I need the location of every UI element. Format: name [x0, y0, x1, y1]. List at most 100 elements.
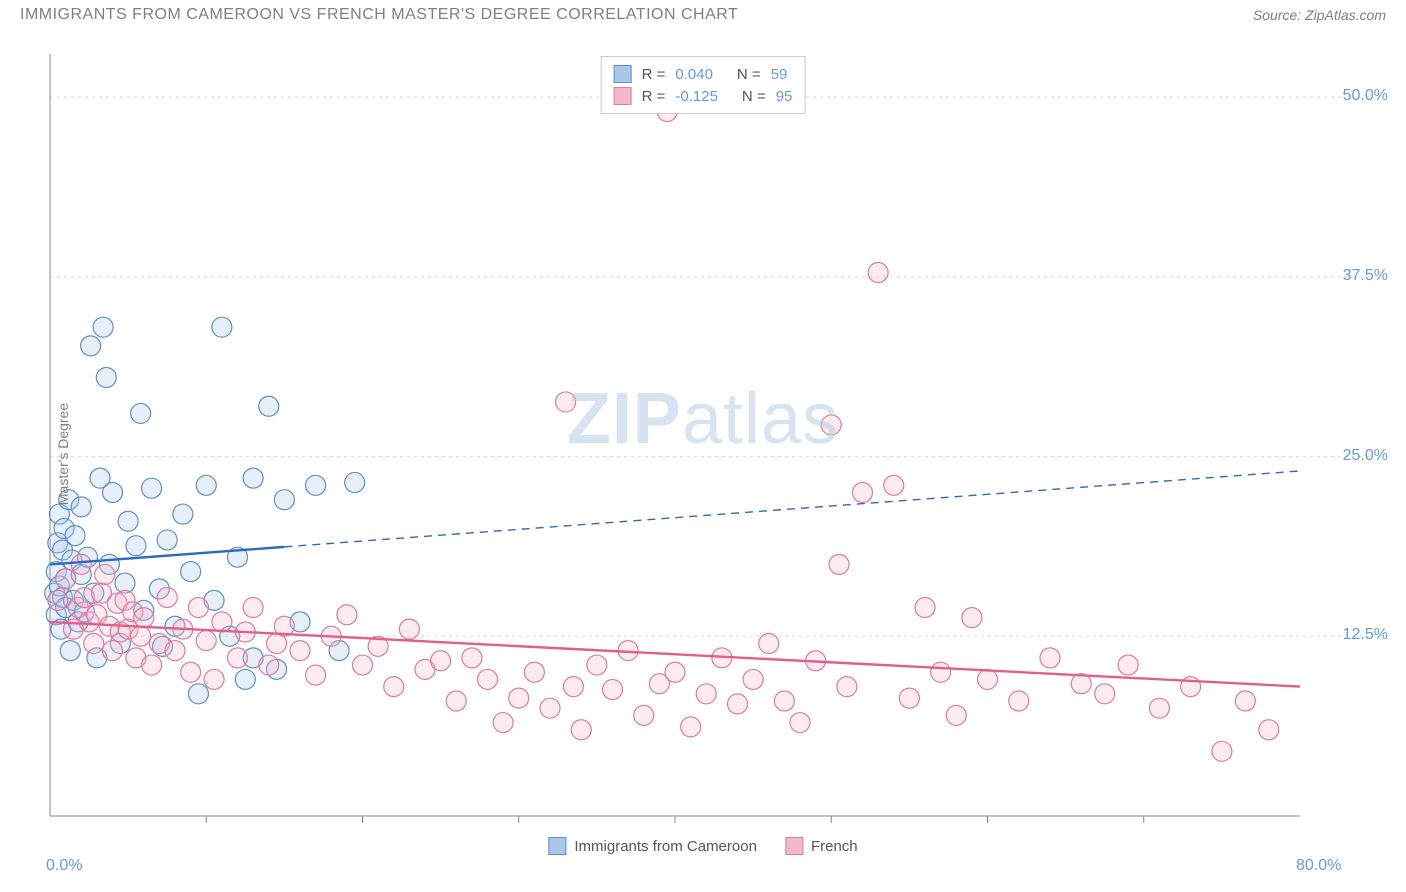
scatter-point: [259, 396, 279, 416]
scatter-point: [306, 475, 326, 495]
scatter-point: [978, 669, 998, 689]
scatter-point: [665, 662, 685, 682]
scatter-point: [743, 669, 763, 689]
legend-series-label: Immigrants from Cameroon: [574, 838, 757, 855]
scatter-point: [165, 641, 185, 661]
scatter-point: [884, 475, 904, 495]
scatter-point: [899, 688, 919, 708]
legend-series-item: Immigrants from Cameroon: [548, 837, 757, 855]
y-tick-label: 37.5%: [1343, 267, 1388, 285]
scatter-point: [204, 669, 224, 689]
scatter-point: [821, 415, 841, 435]
scatter-point: [96, 367, 116, 387]
legend-swatch: [785, 837, 803, 855]
scatter-point: [60, 641, 80, 661]
scatter-point: [446, 691, 466, 711]
chart-container: Master's Degree ZIPatlas R = 0.040N = 59…: [0, 26, 1406, 881]
scatter-point: [587, 655, 607, 675]
legend-correlation-row: R = -0.125N = 95: [614, 85, 793, 107]
scatter-point: [462, 648, 482, 668]
scatter-point: [93, 317, 113, 337]
scatter-point: [728, 694, 748, 714]
scatter-point: [228, 648, 248, 668]
scatter-point: [509, 688, 529, 708]
legend-swatch: [614, 65, 632, 83]
chart-source: Source: ZipAtlas.com: [1253, 7, 1386, 23]
scatter-point: [829, 554, 849, 574]
scatter-point: [790, 713, 810, 733]
legend-r-value: -0.125: [675, 88, 718, 105]
legend-series: Immigrants from Cameroon French: [548, 837, 857, 855]
chart-title: IMMIGRANTS FROM CAMEROON VS FRENCH MASTE…: [20, 6, 738, 24]
scatter-point: [759, 633, 779, 653]
scatter-point: [540, 698, 560, 718]
scatter-point: [71, 554, 91, 574]
legend-n-label: N =: [742, 88, 766, 105]
scatter-point: [1259, 720, 1279, 740]
legend-n-value: 95: [776, 88, 793, 105]
scatter-point: [478, 669, 498, 689]
scatter-point: [1040, 648, 1060, 668]
scatter-point: [431, 651, 451, 671]
legend-series-label: French: [811, 838, 858, 855]
scatter-point: [1095, 684, 1115, 704]
scatter-point: [188, 684, 208, 704]
scatter-point: [524, 662, 544, 682]
scatter-point: [290, 641, 310, 661]
scatter-point: [946, 705, 966, 725]
scatter-point: [1149, 698, 1169, 718]
scatter-point: [603, 679, 623, 699]
scatter-point: [931, 662, 951, 682]
scatter-point: [868, 263, 888, 283]
scatter-point: [399, 619, 419, 639]
scatter-point: [837, 677, 857, 697]
scatter-point: [103, 641, 123, 661]
scatter-point: [196, 631, 216, 651]
scatter-point: [556, 392, 576, 412]
legend-r-label: R =: [642, 66, 666, 83]
scatter-point: [142, 655, 162, 675]
scatter-point: [571, 720, 591, 740]
legend-swatch: [614, 87, 632, 105]
scatter-point: [173, 504, 193, 524]
scatter-point: [563, 677, 583, 697]
scatter-point: [274, 490, 294, 510]
scatter-point: [337, 605, 357, 625]
scatter-point: [181, 562, 201, 582]
scatter-point: [696, 684, 716, 704]
scatter-point: [157, 530, 177, 550]
scatter-point: [118, 511, 138, 531]
legend-n-value: 59: [771, 66, 788, 83]
scatter-point: [306, 665, 326, 685]
scatter-point: [681, 717, 701, 737]
y-tick-label: 12.5%: [1343, 626, 1388, 644]
scatter-plot-svg: [0, 26, 1406, 881]
y-axis-label: Master's Degree: [55, 402, 71, 504]
trend-line-extrapolated: [284, 471, 1300, 547]
scatter-point: [65, 526, 85, 546]
y-tick-label: 50.0%: [1343, 87, 1388, 105]
scatter-point: [259, 655, 279, 675]
legend-correlation-box: R = 0.040N = 59R = -0.125 N = 95: [601, 56, 806, 114]
scatter-point: [243, 598, 263, 618]
scatter-point: [243, 468, 263, 488]
scatter-point: [962, 608, 982, 628]
scatter-point: [134, 608, 154, 628]
scatter-point: [634, 705, 654, 725]
scatter-point: [235, 669, 255, 689]
legend-r-value: 0.040: [675, 66, 713, 83]
scatter-point: [71, 497, 91, 517]
chart-header: IMMIGRANTS FROM CAMEROON VS FRENCH MASTE…: [0, 0, 1406, 26]
scatter-point: [157, 587, 177, 607]
legend-correlation-row: R = 0.040N = 59: [614, 63, 793, 85]
scatter-point: [95, 564, 115, 584]
scatter-point: [196, 475, 216, 495]
legend-swatch: [548, 837, 566, 855]
scatter-point: [84, 633, 104, 653]
scatter-point: [353, 655, 373, 675]
legend-series-item: French: [785, 837, 858, 855]
scatter-point: [774, 691, 794, 711]
scatter-point: [103, 483, 123, 503]
y-tick-label: 25.0%: [1343, 447, 1388, 465]
scatter-point: [853, 483, 873, 503]
